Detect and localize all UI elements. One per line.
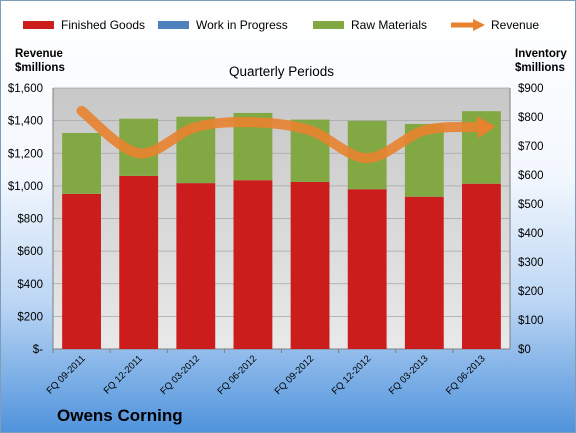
legend-label-finished-goods: Finished Goods — [61, 18, 146, 32]
revenue-arrowhead — [476, 116, 496, 139]
left-axis-title-line2: $millions — [15, 62, 65, 74]
bar-raw-materials — [62, 132, 101, 194]
left-tick-label: $800 — [17, 214, 43, 226]
category-label: FQ 12-2011 — [102, 353, 145, 396]
bar-finished-goods — [119, 175, 159, 349]
left-tick-label: $1,200 — [8, 148, 43, 160]
left-tick-label: $1,600 — [8, 83, 43, 95]
right-tick-label: $100 — [518, 315, 544, 327]
bar-finished-goods — [290, 181, 330, 349]
legend: Finished Goods Work in Progress Raw Mate… — [23, 15, 563, 35]
bar-finished-goods — [404, 196, 444, 349]
right-tick-label: $800 — [518, 112, 544, 124]
legend-item-finished-goods: Finished Goods — [23, 15, 145, 35]
bar-finished-goods — [176, 183, 216, 349]
company-name: Owens Corning — [57, 406, 183, 425]
left-axis-title: Revenue $millions — [15, 47, 65, 75]
legend-label-revenue: Revenue — [491, 18, 540, 32]
right-tick-label: $600 — [518, 170, 544, 182]
legend-swatch-raw-materials — [313, 21, 344, 29]
left-tick-label: $200 — [17, 311, 43, 323]
left-tick-label: $400 — [17, 279, 43, 291]
left-tick-label: $600 — [17, 246, 43, 258]
right-tick-label: $300 — [518, 257, 544, 269]
left-tick-label: $1,000 — [8, 181, 43, 193]
category-label: FQ 06-2012 — [215, 353, 259, 397]
right-tick-label: $700 — [518, 141, 544, 153]
legend-swatch-work-in-progress — [158, 21, 189, 29]
category-label: FQ 09-2012 — [273, 353, 317, 397]
legend-arrow-icon — [451, 19, 485, 31]
bar-finished-goods — [462, 183, 501, 349]
bar-finished-goods — [62, 193, 101, 349]
right-tick-label: $200 — [518, 286, 544, 298]
legend-swatch-finished-goods — [23, 21, 54, 29]
legend-item-raw-materials: Raw Materials — [313, 15, 427, 35]
category-label: FQ 09-2011 — [45, 353, 88, 396]
legend-item-work-in-progress: Work in Progress — [158, 15, 288, 35]
revenue-line — [76, 105, 487, 164]
legend-label-work-in-progress: Work in Progress — [196, 18, 288, 32]
right-tick-label: $500 — [518, 199, 544, 211]
right-axis-title-line1: Inventory — [515, 48, 567, 60]
left-tick-label: $- — [33, 344, 43, 356]
right-axis-title: Inventory $millions — [515, 47, 567, 75]
category-label: FQ 06-2013 — [444, 353, 488, 397]
chart-title: Quarterly Periods — [229, 64, 334, 79]
category-label: FQ 03-2012 — [158, 353, 202, 397]
right-tick-label: $400 — [518, 228, 544, 240]
right-axis-title-line2: $millions — [515, 62, 565, 74]
left-axis-title-line1: Revenue — [15, 48, 63, 60]
category-label: FQ 03-2013 — [387, 353, 431, 397]
legend-label-raw-materials: Raw Materials — [351, 18, 428, 32]
right-tick-label: $900 — [518, 83, 544, 95]
category-label: FQ 12-2012 — [330, 353, 374, 397]
right-tick-label: $0 — [518, 344, 531, 356]
legend-item-revenue: Revenue — [449, 15, 539, 35]
bar-finished-goods — [233, 180, 273, 349]
left-tick-label: $1,400 — [8, 116, 43, 128]
bar-finished-goods — [347, 189, 387, 349]
